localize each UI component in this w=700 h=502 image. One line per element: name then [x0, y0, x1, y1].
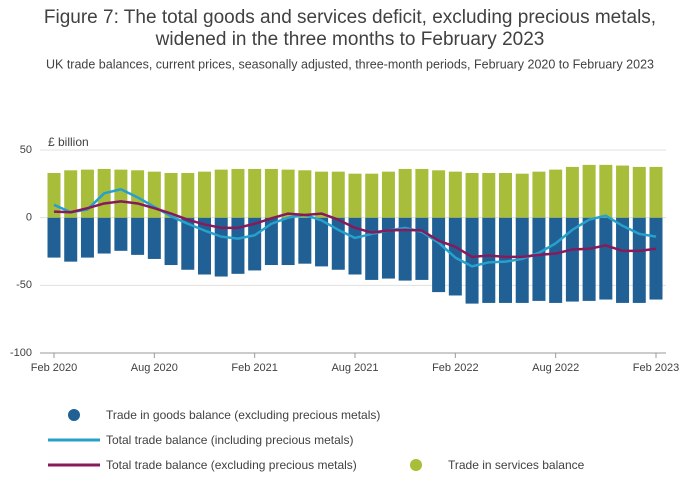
y-tick-label: 50 — [20, 144, 32, 156]
legend-label: Total trade balance (excluding precious … — [106, 458, 357, 472]
x-tick-label: Aug 2021 — [331, 362, 378, 374]
bar — [398, 168, 412, 218]
bar — [181, 173, 195, 218]
bar — [616, 165, 630, 218]
bar — [264, 168, 278, 218]
bar — [565, 217, 579, 302]
bar — [47, 217, 61, 258]
bar — [331, 171, 345, 218]
bar — [248, 168, 262, 218]
bar — [381, 171, 395, 218]
bar — [298, 170, 312, 218]
bar — [331, 217, 345, 270]
bar — [599, 217, 613, 300]
bar — [315, 217, 329, 267]
bar — [415, 217, 429, 280]
legend-swatch — [68, 409, 80, 421]
bar — [281, 217, 295, 266]
bar — [214, 217, 228, 277]
line — [53, 187, 657, 268]
x-tick-label: Feb 2023 — [633, 362, 679, 374]
bar — [231, 168, 245, 218]
bar — [515, 217, 529, 303]
legend-label: Total trade balance (including precious … — [106, 433, 353, 447]
bar — [164, 217, 178, 266]
bar — [432, 217, 446, 293]
bar — [348, 173, 362, 218]
bar — [365, 217, 379, 280]
bar — [315, 171, 329, 218]
bar — [465, 217, 479, 304]
bar — [131, 217, 145, 255]
chart-title: widened in the three months to February … — [155, 29, 545, 50]
y-axis-label: £ billion — [48, 135, 89, 149]
bar — [281, 169, 295, 218]
bar — [80, 217, 94, 258]
bar — [114, 217, 128, 251]
bar — [164, 173, 178, 218]
bar — [264, 217, 278, 266]
chart-subtitle: UK trade balances, current prices, seaso… — [46, 57, 654, 71]
bar — [515, 173, 529, 218]
bar — [97, 217, 111, 254]
bar — [632, 217, 646, 303]
bar — [448, 171, 462, 218]
bar — [64, 170, 78, 218]
bar — [465, 173, 479, 218]
bar — [565, 166, 579, 218]
bar — [549, 217, 563, 303]
bar — [114, 169, 128, 218]
bar — [64, 217, 78, 262]
bar — [582, 164, 596, 218]
x-tick-label: Aug 2022 — [532, 362, 579, 374]
bar — [181, 217, 195, 270]
bar — [532, 217, 546, 301]
bar — [231, 217, 245, 274]
bar — [432, 170, 446, 218]
bar — [649, 166, 663, 218]
bar — [649, 217, 663, 300]
bar — [616, 217, 630, 303]
x-tick-label: Feb 2020 — [31, 362, 77, 374]
bar — [632, 166, 646, 218]
bar — [381, 217, 395, 279]
bar — [147, 217, 161, 259]
line — [53, 200, 657, 259]
bar — [499, 173, 512, 218]
bar — [499, 217, 512, 303]
y-tick-label: -100 — [10, 347, 32, 359]
bar — [248, 217, 262, 271]
bar — [582, 217, 596, 301]
bar — [549, 169, 563, 218]
bar — [398, 217, 412, 281]
bar — [482, 173, 496, 218]
bar — [348, 217, 362, 275]
y-tick-label: -50 — [16, 279, 32, 291]
chart-title: Figure 7: The total goods and services d… — [44, 7, 656, 28]
bar — [482, 217, 496, 303]
legend-label: Trade in services balance — [448, 458, 585, 472]
y-tick-label: 0 — [26, 212, 32, 224]
bar — [415, 168, 429, 218]
bar — [198, 171, 211, 218]
legend-swatch — [410, 459, 422, 471]
bar — [599, 164, 613, 218]
bar — [298, 217, 312, 264]
bar — [532, 171, 546, 218]
x-tick-label: Aug 2020 — [131, 362, 178, 374]
bar — [365, 173, 379, 218]
x-tick-label: Feb 2022 — [432, 362, 478, 374]
x-tick-label: Feb 2021 — [231, 362, 277, 374]
bar — [131, 170, 145, 218]
legend-label: Trade in goods balance (excluding precio… — [106, 408, 380, 422]
bar — [214, 169, 228, 218]
